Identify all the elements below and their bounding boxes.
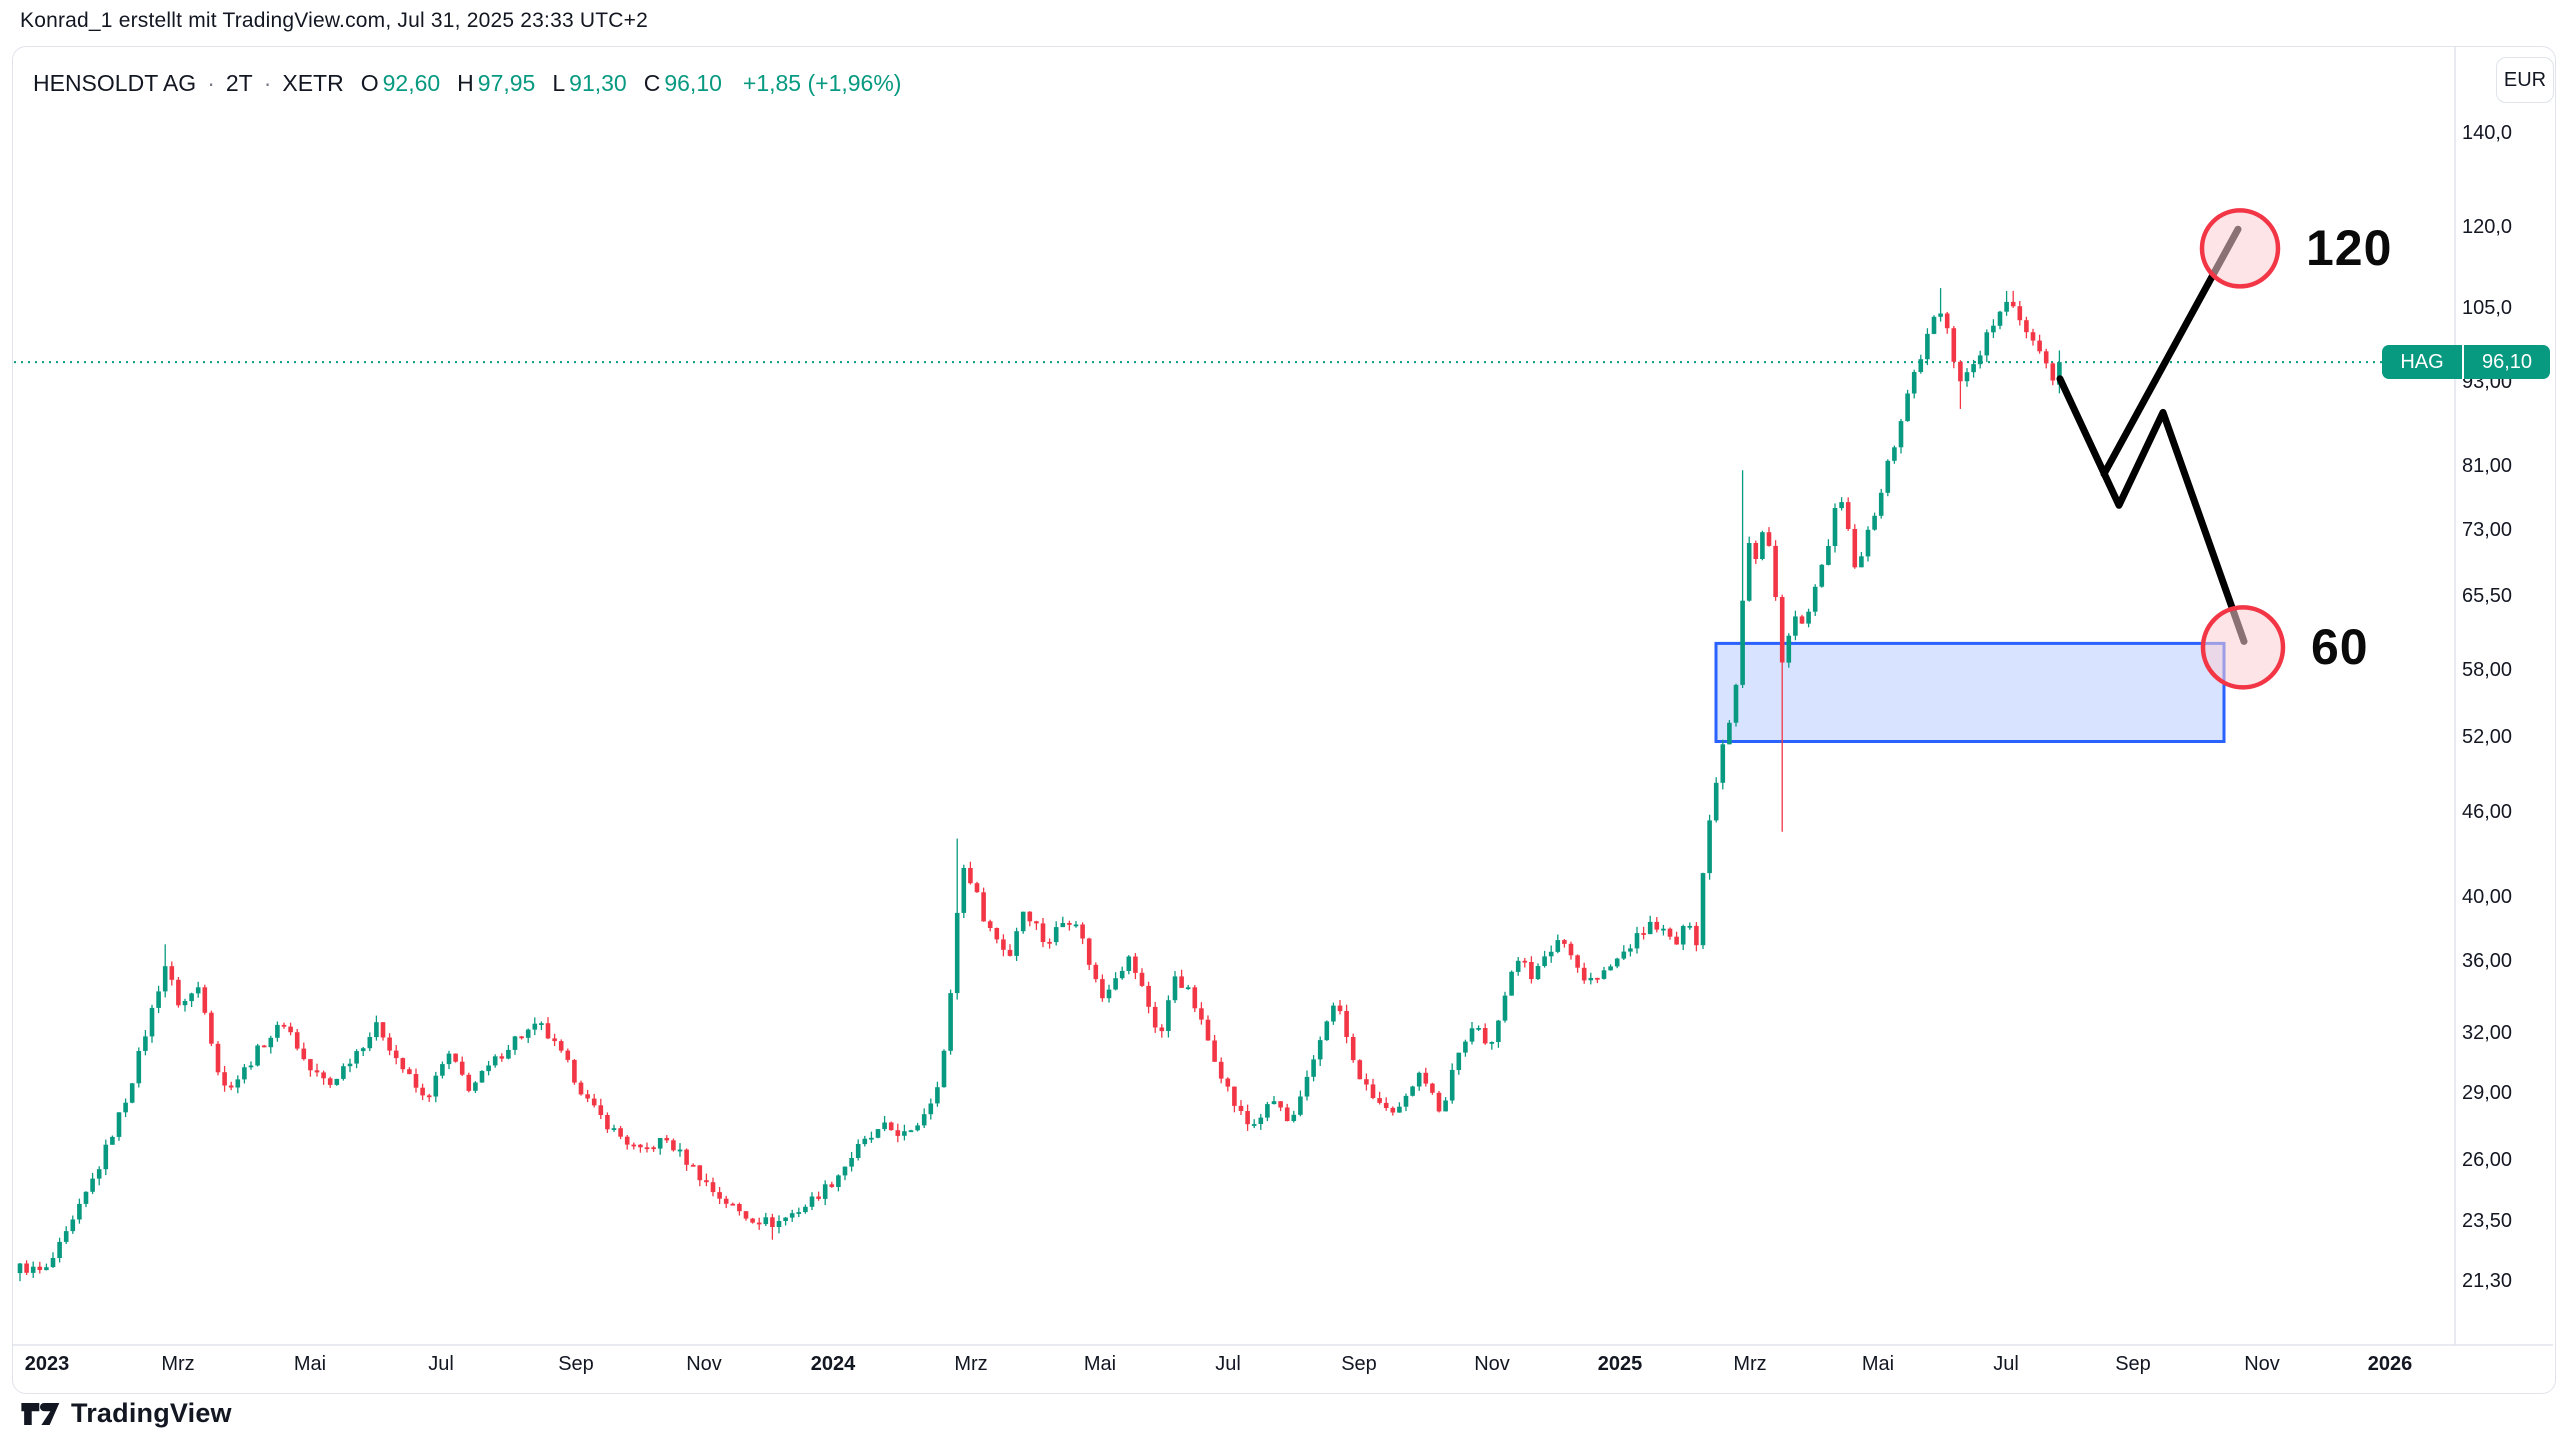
tradingview-logo[interactable]: TradingView xyxy=(20,1398,232,1429)
time-axis-tick: Mai xyxy=(293,1353,327,1375)
time-axis-tick: Mai xyxy=(1083,1353,1117,1375)
time-axis-tick: 2026 xyxy=(2367,1353,2413,1375)
exchange-label: XETR xyxy=(282,70,344,96)
price-axis-tick: 26,00 xyxy=(2462,1149,2513,1171)
price-axis-tick: 46,00 xyxy=(2462,801,2513,823)
price-axis-tick: 52,00 xyxy=(2462,726,2513,748)
interval-label: 2T xyxy=(225,70,253,96)
target-circle-120[interactable] xyxy=(2199,208,2281,289)
time-axis-tick: Nov xyxy=(2244,1353,2280,1375)
chart-widget-frame xyxy=(12,46,2556,1394)
price-axis-tick: 21,30 xyxy=(2462,1270,2513,1292)
tradingview-logo-icon xyxy=(21,1402,60,1425)
price-change: +1,85 (+1,96%) xyxy=(742,70,902,96)
price-tag-divider xyxy=(2462,345,2464,379)
price-axis-tick: 65,50 xyxy=(2462,585,2513,607)
current-price-label: HAG 96,10 xyxy=(2382,345,2550,379)
time-axis-tick: 2025 xyxy=(1597,1353,1643,1375)
currency-button[interactable]: EUR xyxy=(2496,57,2554,103)
time-axis-tick: Mrz xyxy=(954,1353,988,1375)
price-axis-tick: 140,0 xyxy=(2462,122,2513,144)
time-axis-tick: 2023 xyxy=(24,1353,70,1375)
price-axis-tick: 36,00 xyxy=(2462,950,2513,972)
price-axis-tick: 58,00 xyxy=(2462,659,2513,681)
price-zone-rectangle[interactable] xyxy=(1714,641,2226,744)
time-axis-tick: Mrz xyxy=(1733,1353,1767,1375)
time-axis-tick: Jul xyxy=(428,1353,454,1375)
ohlc-open: O 92,60 xyxy=(360,70,441,96)
legend-separator: · xyxy=(207,70,215,96)
tradingview-logo-text: TradingView xyxy=(71,1398,232,1428)
symbol-name: HENSOLDT AG xyxy=(33,70,197,96)
price-axis-tick: 73,00 xyxy=(2462,519,2513,541)
bearish-scenario-trendline[interactable] xyxy=(2056,375,2248,645)
ticker-badge: HAG xyxy=(2382,345,2462,379)
price-axis-tick: 23,50 xyxy=(2462,1210,2513,1232)
time-axis-tick: Nov xyxy=(686,1353,722,1375)
attribution-text: Konrad_1 erstellt mit TradingView.com, J… xyxy=(20,9,648,32)
ohlc-close: C 96,10 xyxy=(643,70,722,96)
time-axis-tick: Nov xyxy=(1474,1353,1510,1375)
time-axis-tick: Jul xyxy=(1993,1353,2019,1375)
legend-separator: · xyxy=(263,70,272,96)
target-label-60: 60 xyxy=(2311,619,2369,675)
ohlc-high: H 97,95 xyxy=(457,70,536,96)
time-axis-tick: Mai xyxy=(1861,1353,1895,1375)
price-axis-tick: 32,00 xyxy=(2462,1022,2513,1044)
time-axis-tick: Jul xyxy=(1215,1353,1241,1375)
price-axis-tick: 29,00 xyxy=(2462,1082,2513,1104)
time-axis-tick: Sep xyxy=(558,1353,594,1375)
price-axis-tick: 40,00 xyxy=(2462,886,2513,908)
ohlc-low: L 91,30 xyxy=(552,70,627,96)
time-axis-tick: Sep xyxy=(1341,1353,1377,1375)
target-circle-60[interactable] xyxy=(2200,605,2286,690)
candlestick-series xyxy=(17,288,2062,1282)
time-axis-tick: Mrz xyxy=(161,1353,195,1375)
price-axis-tick: 105,0 xyxy=(2462,297,2513,319)
target-label-120: 120 xyxy=(2306,220,2393,276)
price-axis-tick: 120,0 xyxy=(2462,216,2513,238)
current-price-value: 96,10 xyxy=(2464,345,2550,379)
time-axis-tick: Sep xyxy=(2115,1353,2151,1375)
time-axis-tick: 2024 xyxy=(810,1353,856,1375)
price-axis-tick: 81,00 xyxy=(2462,455,2513,477)
